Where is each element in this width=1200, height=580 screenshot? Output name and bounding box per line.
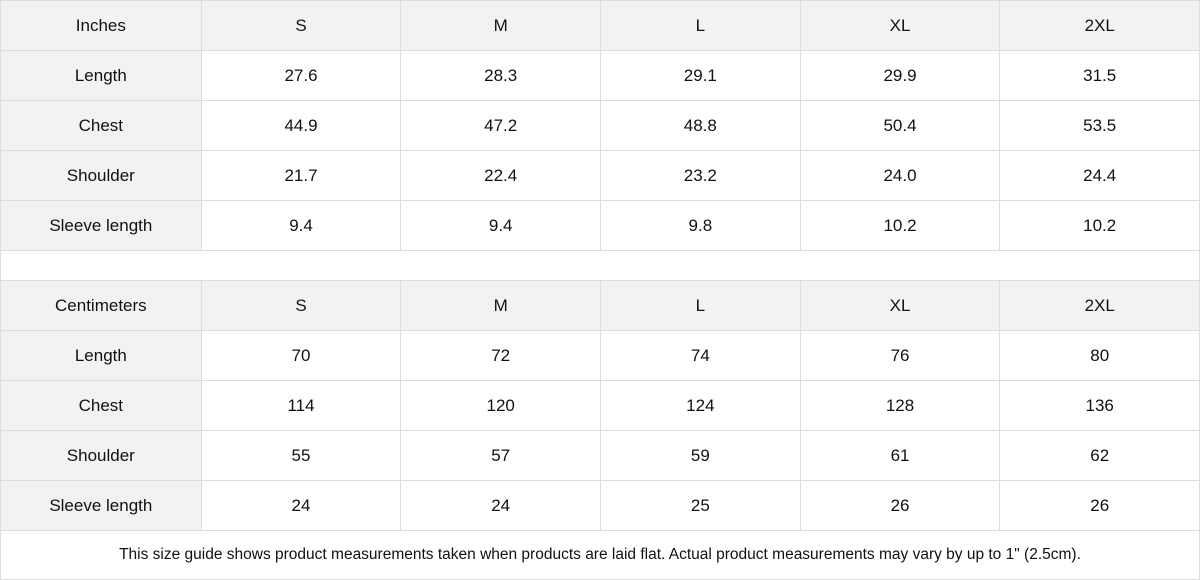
size-header: L — [600, 1, 800, 50]
measurement-value: 21.7 — [200, 151, 401, 200]
size-guide-note: This size guide shows product measuremen… — [1, 530, 1199, 580]
measurement-value: 72 — [400, 331, 600, 380]
measurement-label: Chest — [1, 101, 201, 150]
table-row: Sleeve length 24 24 25 26 26 — [1, 480, 1199, 530]
size-header: 2XL — [999, 281, 1200, 330]
measurement-label: Shoulder — [1, 431, 201, 480]
size-header: M — [400, 1, 601, 50]
measurement-value: 53.5 — [999, 101, 1199, 150]
size-header: S — [200, 281, 401, 330]
measurement-label: Length — [1, 51, 201, 100]
measurement-value: 29.1 — [600, 51, 800, 100]
size-header: XL — [799, 1, 1000, 50]
size-header: 2XL — [999, 1, 1200, 50]
measurement-value: 23.2 — [600, 151, 800, 200]
measurement-label: Sleeve length — [1, 201, 201, 250]
measurement-value: 120 — [400, 381, 600, 430]
measurement-label: Chest — [1, 381, 201, 430]
table-spacer — [1, 250, 1199, 280]
measurement-value: 55 — [200, 431, 401, 480]
measurement-label: Length — [1, 331, 201, 380]
size-header: M — [400, 281, 601, 330]
measurement-label: Sleeve length — [1, 481, 201, 530]
size-header: S — [200, 1, 401, 50]
measurement-value: 9.4 — [400, 201, 600, 250]
table-row: Sleeve length 9.4 9.4 9.8 10.2 10.2 — [1, 200, 1199, 250]
unit-header: Centimeters — [1, 281, 201, 330]
measurement-value: 136 — [999, 381, 1199, 430]
measurement-value: 26 — [799, 481, 1000, 530]
measurement-label: Shoulder — [1, 151, 201, 200]
measurement-value: 22.4 — [400, 151, 600, 200]
table-row: Length 70 72 74 76 80 — [1, 330, 1199, 380]
inches-table: Inches S M L XL 2XL Length 27.6 28.3 29.1 29.9 31.5… — [1, 0, 1200, 250]
measurement-value: 24 — [200, 481, 401, 530]
unit-header: Inches — [1, 1, 201, 50]
measurement-value: 124 — [600, 381, 800, 430]
measurement-value: 61 — [799, 431, 1000, 480]
size-header: XL — [799, 281, 1000, 330]
table-row: Shoulder 21.7 22.4 23.2 24.0 24.4 — [1, 150, 1199, 200]
measurement-value: 80 — [999, 331, 1199, 380]
measurement-value: 24 — [400, 481, 600, 530]
measurement-value: 48.8 — [600, 101, 800, 150]
measurement-value: 44.9 — [200, 101, 401, 150]
measurement-value: 24.4 — [999, 151, 1199, 200]
measurement-value: 70 — [200, 331, 401, 380]
measurement-value: 24.0 — [799, 151, 1000, 200]
measurement-value: 10.2 — [799, 201, 1000, 250]
table-row: Length 27.6 28.3 29.1 29.9 31.5 — [1, 50, 1199, 100]
measurement-value: 10.2 — [999, 201, 1199, 250]
measurement-value: 31.5 — [999, 51, 1199, 100]
table-row: Shoulder 55 57 59 61 62 — [1, 430, 1199, 480]
table-row: Chest 114 120 124 128 136 — [1, 380, 1199, 430]
measurement-value: 50.4 — [799, 101, 1000, 150]
measurement-value: 57 — [400, 431, 600, 480]
measurement-value: 28.3 — [400, 51, 600, 100]
measurement-value: 47.2 — [400, 101, 600, 150]
table-header-row: Centimeters S M L XL 2XL — [1, 280, 1200, 330]
measurement-value: 114 — [200, 381, 401, 430]
measurement-value: 76 — [799, 331, 1000, 380]
centimeters-table: Centimeters S M L XL 2XL Length 70 72 74 76 80 Chest… — [1, 280, 1200, 530]
size-header: L — [600, 281, 800, 330]
measurement-value: 62 — [999, 431, 1199, 480]
measurement-value: 26 — [999, 481, 1199, 530]
measurement-value: 59 — [600, 431, 800, 480]
table-header-row: Inches S M L XL 2XL — [1, 0, 1200, 50]
measurement-value: 27.6 — [200, 51, 401, 100]
measurement-value: 128 — [799, 381, 1000, 430]
table-row: Chest 44.9 47.2 48.8 50.4 53.5 — [1, 100, 1199, 150]
measurement-value: 25 — [600, 481, 800, 530]
measurement-value: 9.4 — [200, 201, 401, 250]
measurement-value: 9.8 — [600, 201, 800, 250]
measurement-value: 74 — [600, 331, 800, 380]
measurement-value: 29.9 — [799, 51, 1000, 100]
